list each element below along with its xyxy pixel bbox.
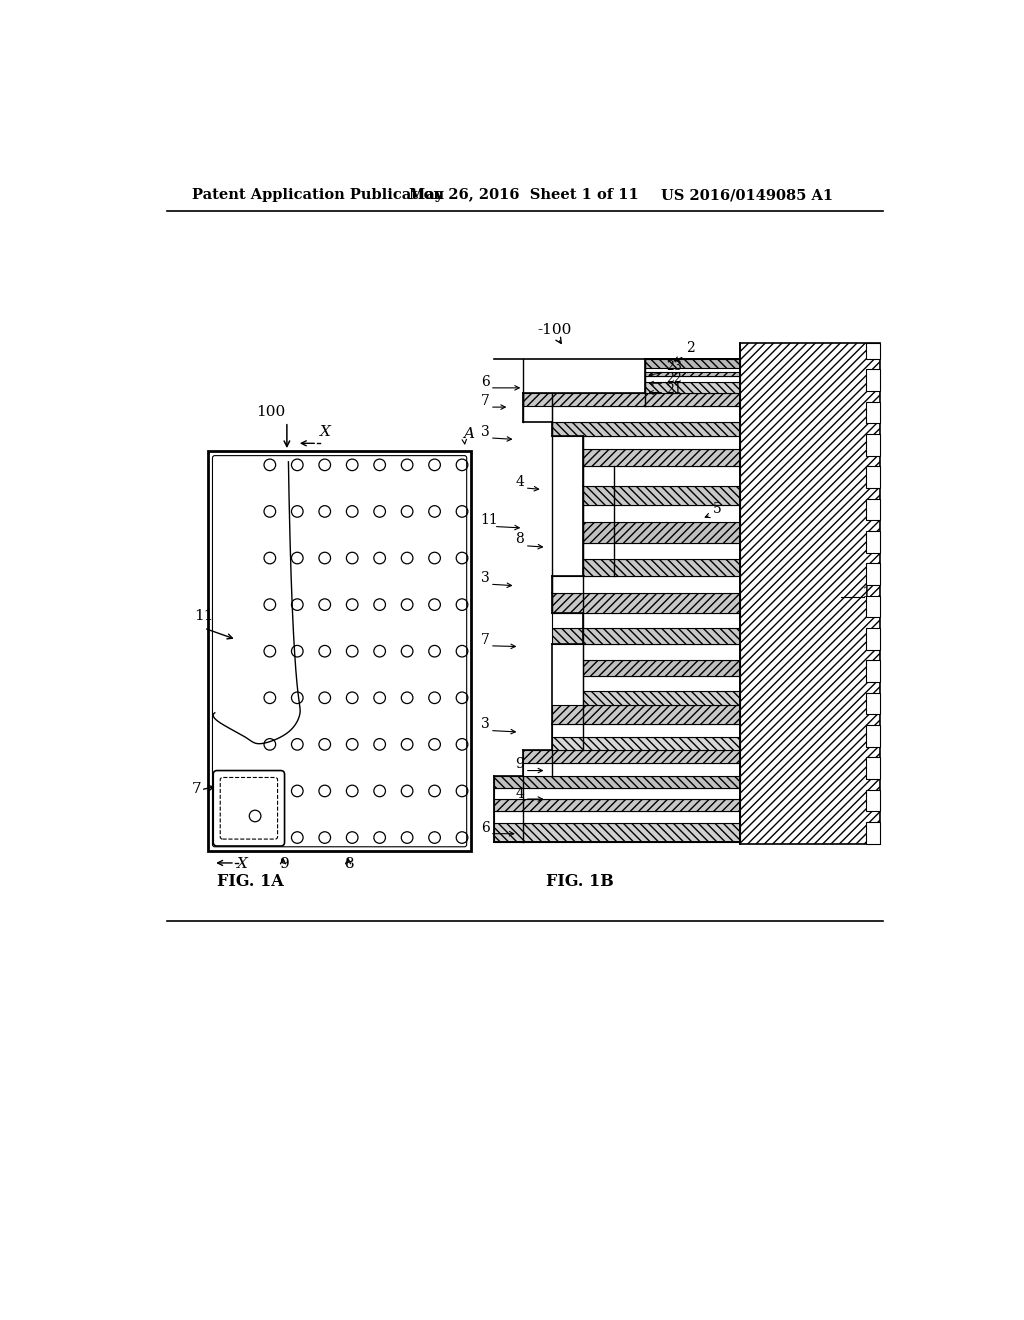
Bar [583, 521, 740, 544]
Bar [645, 359, 740, 368]
FancyBboxPatch shape [208, 451, 471, 851]
Text: 1: 1 [861, 586, 870, 601]
Bar [494, 812, 740, 822]
Text: -100: -100 [538, 323, 571, 337]
Bar [583, 544, 740, 558]
Bar [552, 594, 740, 612]
Text: 6: 6 [480, 821, 489, 836]
Text: 100: 100 [256, 405, 285, 420]
Bar [866, 434, 880, 455]
Bar [866, 693, 880, 714]
Bar [552, 422, 740, 436]
Text: 8: 8 [515, 532, 524, 546]
Bar [583, 644, 740, 660]
Bar [866, 595, 880, 618]
Bar [583, 466, 740, 486]
Text: X: X [237, 858, 248, 871]
Text: 8: 8 [345, 858, 354, 871]
Text: 4: 4 [515, 475, 524, 488]
Bar [866, 466, 880, 488]
Text: 3: 3 [480, 425, 489, 438]
Bar [866, 531, 880, 553]
Bar [866, 660, 880, 682]
Bar [866, 758, 880, 779]
Bar [583, 660, 740, 676]
Bar [494, 788, 740, 799]
Text: 3: 3 [480, 717, 489, 731]
Text: 22: 22 [667, 372, 682, 384]
Bar [866, 343, 880, 359]
Bar [866, 401, 880, 424]
Bar [552, 705, 740, 725]
Text: Patent Application Publication: Patent Application Publication [191, 189, 443, 202]
Bar [645, 372, 740, 376]
Bar [494, 776, 740, 788]
Bar [583, 692, 740, 705]
Bar [583, 558, 740, 576]
Bar [494, 799, 740, 812]
Text: 5: 5 [713, 502, 722, 516]
Text: 3: 3 [480, 572, 489, 585]
Bar [552, 407, 740, 422]
Bar [523, 750, 740, 763]
Text: 9: 9 [280, 858, 290, 871]
Bar [583, 676, 740, 692]
Bar [866, 789, 880, 812]
Bar [866, 370, 880, 391]
Bar [523, 393, 740, 407]
Bar [523, 763, 740, 776]
Bar [740, 343, 880, 843]
Bar [552, 628, 740, 644]
Text: A: A [463, 426, 474, 441]
Bar [583, 449, 740, 466]
Bar [552, 576, 740, 594]
Text: 7: 7 [480, 632, 489, 647]
Text: FIG. 1B: FIG. 1B [547, 873, 614, 890]
Text: May 26, 2016  Sheet 1 of 11: May 26, 2016 Sheet 1 of 11 [410, 189, 639, 202]
Text: 21: 21 [667, 383, 683, 396]
Text: 7: 7 [480, 393, 489, 408]
Text: FIG. 1A: FIG. 1A [217, 873, 284, 890]
Text: 6: 6 [480, 375, 489, 388]
Bar [583, 506, 740, 521]
Text: 4: 4 [515, 787, 524, 800]
Text: 23: 23 [667, 360, 683, 374]
Bar [552, 725, 740, 738]
Bar [645, 376, 740, 381]
Bar [866, 822, 880, 843]
Bar [552, 738, 740, 750]
Text: 7: 7 [191, 781, 201, 796]
Text: 2: 2 [686, 342, 694, 355]
Bar [583, 486, 740, 506]
Bar [552, 612, 740, 628]
Bar [583, 436, 740, 449]
Text: 11: 11 [194, 610, 213, 623]
FancyBboxPatch shape [213, 771, 285, 846]
Text: X: X [321, 425, 331, 438]
Bar [645, 381, 740, 393]
Text: US 2016/0149085 A1: US 2016/0149085 A1 [662, 189, 834, 202]
Text: 9: 9 [515, 758, 524, 771]
Bar [866, 499, 880, 520]
Bar [866, 725, 880, 747]
Bar [866, 564, 880, 585]
Bar [866, 628, 880, 649]
Bar [494, 822, 740, 842]
Text: 11: 11 [480, 513, 499, 527]
